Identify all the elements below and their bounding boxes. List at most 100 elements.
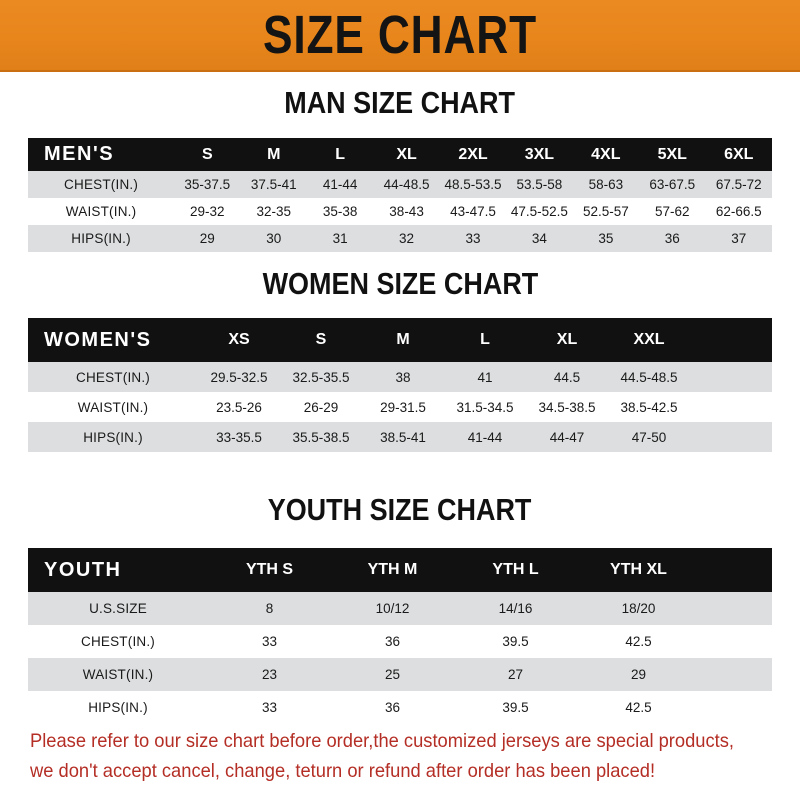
women-cell: 26-29 bbox=[303, 399, 339, 415]
men-cell: 43-47.5 bbox=[450, 204, 496, 219]
men-col-header: 5XL bbox=[639, 138, 706, 171]
men-col-header: 4XL bbox=[572, 138, 640, 171]
youth-col-header: YTH M bbox=[331, 548, 454, 592]
section-heading-women-text: WOMEN SIZE CHART bbox=[262, 266, 538, 301]
men-cell: 62-66.5 bbox=[715, 204, 762, 219]
women-cell: 31.5-34.5 bbox=[456, 399, 514, 415]
youth-row-label: HIPS(IN.) bbox=[88, 700, 148, 715]
section-heading-women: WOMEN SIZE CHART bbox=[0, 266, 800, 302]
women-cell: 29-31.5 bbox=[380, 399, 426, 415]
youth-row-label: CHEST(IN.) bbox=[81, 634, 155, 649]
men-cell: 35 bbox=[598, 231, 614, 246]
women-cell-empty bbox=[690, 422, 772, 452]
women-cell: 41-44 bbox=[467, 429, 503, 445]
table-row: HIPS(IN.) 33-35.5 35.5-38.5 38.5-41 41-4… bbox=[28, 422, 772, 452]
table-row: U.S.SIZE 8 10/12 14/16 18/20 bbox=[28, 592, 772, 625]
youth-size-table: YOUTH YTH S YTH M YTH L YTH XL U.S.SIZE … bbox=[28, 548, 772, 724]
men-cell: 29 bbox=[199, 231, 215, 246]
men-cell: 30 bbox=[266, 231, 282, 246]
women-row-label: WAIST(IN.) bbox=[77, 399, 149, 415]
youth-col-header: YTH S bbox=[208, 548, 331, 592]
men-cell: 31 bbox=[332, 231, 348, 246]
women-col-header: L bbox=[444, 318, 526, 362]
notice-line-2: we don't accept cancel, change, teturn o… bbox=[30, 760, 656, 782]
women-cell: 38.5-42.5 bbox=[620, 399, 678, 415]
women-cell: 29.5-32.5 bbox=[210, 369, 268, 385]
men-cell: 58-63 bbox=[588, 177, 624, 192]
youth-cell: 18/20 bbox=[621, 601, 656, 616]
youth-cell: 14/16 bbox=[498, 601, 533, 616]
women-cell-empty bbox=[690, 362, 772, 392]
youth-col-header: YTH XL bbox=[577, 548, 700, 592]
youth-cell: 39.5 bbox=[502, 700, 529, 715]
women-cell: 34.5-38.5 bbox=[538, 399, 596, 415]
youth-cell-empty bbox=[700, 691, 772, 724]
women-cell: 44.5 bbox=[553, 369, 581, 385]
men-cell: 37 bbox=[731, 231, 747, 246]
women-cell: 33-35.5 bbox=[216, 429, 262, 445]
section-heading-youth-text: YOUTH SIZE CHART bbox=[268, 492, 532, 527]
women-col-header-empty bbox=[690, 318, 772, 362]
men-row-label: HIPS(IN.) bbox=[71, 231, 131, 246]
women-cell: 32.5-35.5 bbox=[292, 369, 350, 385]
youth-cell: 33 bbox=[261, 634, 278, 649]
men-cell: 41-44 bbox=[322, 177, 358, 192]
men-col-header: 2XL bbox=[439, 138, 507, 171]
women-cell: 41 bbox=[477, 369, 493, 385]
youth-cell: 36 bbox=[384, 700, 401, 715]
men-cell: 53.5-58 bbox=[516, 177, 563, 192]
men-cell: 35-37.5 bbox=[184, 177, 231, 192]
women-col-header: S bbox=[280, 318, 362, 362]
women-table-wrap: WOMEN'S XS S M L XL XXL CHEST(IN.) 29.5-… bbox=[28, 318, 772, 452]
youth-cell: 10/12 bbox=[375, 601, 410, 616]
men-col-header: M bbox=[240, 138, 307, 171]
table-row: WAIST(IN.) 23 25 27 29 bbox=[28, 658, 772, 691]
men-header-row: MEN'S S M L XL 2XL 3XL 4XL 5XL 6XL bbox=[28, 138, 772, 171]
men-table-wrap: MEN'S S M L XL 2XL 3XL 4XL 5XL 6XL CHEST… bbox=[28, 138, 772, 252]
men-cell: 29-32 bbox=[190, 204, 225, 219]
youth-cell: 42.5 bbox=[625, 700, 652, 715]
men-cell: 35-38 bbox=[322, 204, 358, 219]
youth-cell: 8 bbox=[265, 601, 274, 616]
men-row-label: CHEST(IN.) bbox=[64, 177, 139, 192]
women-corner-label: WOMEN'S bbox=[28, 318, 198, 362]
youth-row-label: WAIST(IN.) bbox=[82, 667, 154, 682]
table-row: CHEST(IN.) 33 36 39.5 42.5 bbox=[28, 625, 772, 658]
women-cell: 35.5-38.5 bbox=[292, 429, 350, 445]
women-cell: 44-47 bbox=[549, 429, 585, 445]
men-cell: 44-48.5 bbox=[383, 177, 430, 192]
section-heading-men-text: MAN SIZE CHART bbox=[284, 85, 516, 120]
youth-header-row: YOUTH YTH S YTH M YTH L YTH XL bbox=[28, 548, 772, 592]
women-cell-empty bbox=[690, 392, 772, 422]
table-row: CHEST(IN.) 29.5-32.5 32.5-35.5 38 41 44.… bbox=[28, 362, 772, 392]
women-cell: 38 bbox=[395, 369, 411, 385]
women-col-header: XS bbox=[198, 318, 280, 362]
youth-cell: 29 bbox=[630, 667, 647, 682]
youth-cell: 25 bbox=[384, 667, 401, 682]
men-col-header: S bbox=[174, 138, 241, 171]
men-size-table: MEN'S S M L XL 2XL 3XL 4XL 5XL 6XL CHEST… bbox=[28, 138, 772, 252]
youth-cell: 27 bbox=[507, 667, 524, 682]
women-col-header: XXL bbox=[608, 318, 690, 362]
men-cell: 63-67.5 bbox=[649, 177, 696, 192]
youth-cell: 23 bbox=[261, 667, 278, 682]
men-cell: 67.5-72 bbox=[715, 177, 762, 192]
men-cell: 36 bbox=[664, 231, 680, 246]
men-cell: 48.5-53.5 bbox=[444, 177, 502, 192]
table-row: WAIST(IN.) 23.5-26 26-29 29-31.5 31.5-34… bbox=[28, 392, 772, 422]
men-col-header: 6XL bbox=[705, 138, 772, 171]
men-cell: 52.5-57 bbox=[582, 204, 629, 219]
men-cell: 38-43 bbox=[389, 204, 424, 219]
youth-cell: 39.5 bbox=[502, 634, 529, 649]
youth-cell-empty bbox=[700, 625, 772, 658]
table-row: CHEST(IN.) 35-37.5 37.5-41 41-44 44-48.5… bbox=[28, 171, 772, 198]
women-header-row: WOMEN'S XS S M L XL XXL bbox=[28, 318, 772, 362]
women-col-header: XL bbox=[526, 318, 608, 362]
notice-line-1: Please refer to our size chart before or… bbox=[30, 730, 735, 752]
youth-cell: 36 bbox=[384, 634, 401, 649]
women-cell: 47-50 bbox=[631, 429, 667, 445]
section-heading-men: MAN SIZE CHART bbox=[0, 85, 800, 121]
women-row-label: HIPS(IN.) bbox=[83, 429, 143, 445]
women-row-label: CHEST(IN.) bbox=[76, 369, 150, 385]
